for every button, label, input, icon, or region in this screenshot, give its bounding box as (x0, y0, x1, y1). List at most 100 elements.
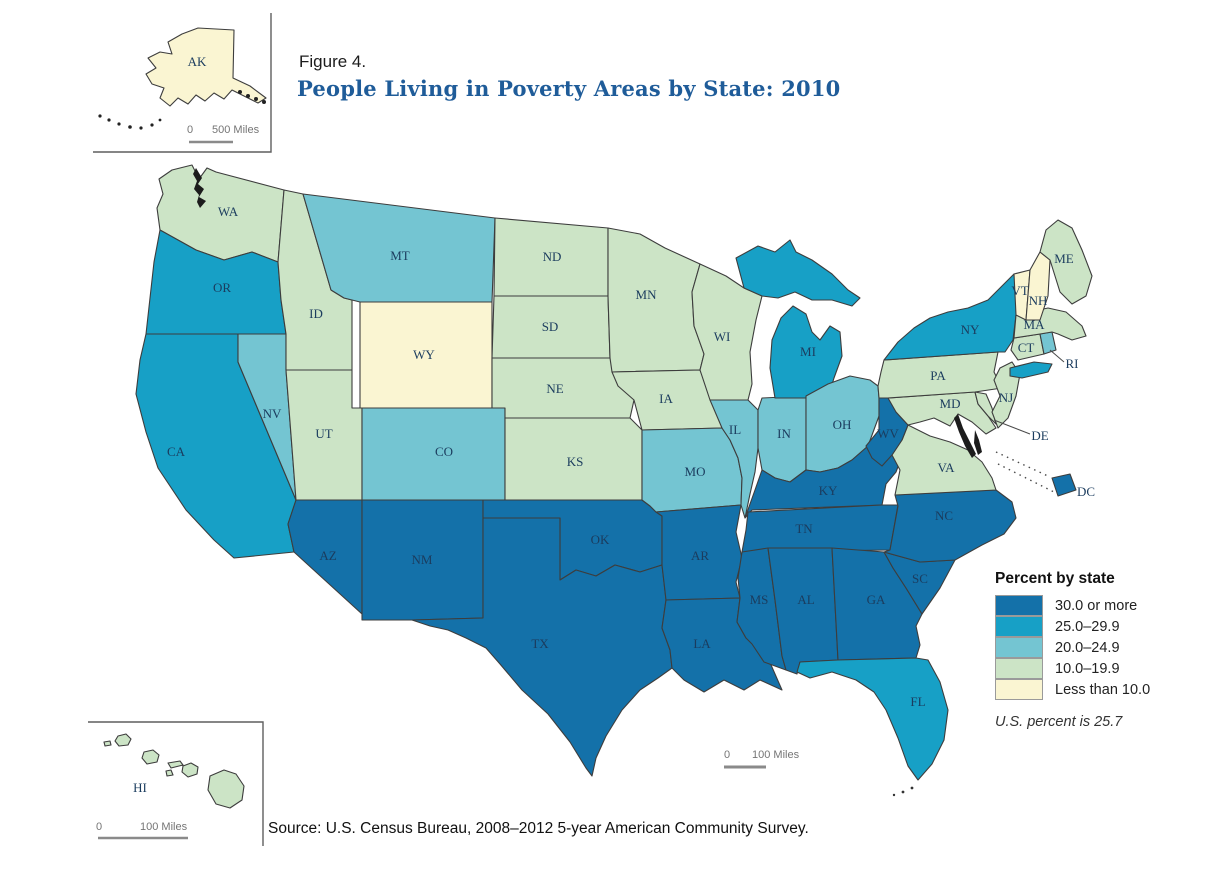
hawaii-scale-zero: 0 (96, 821, 102, 833)
state-label-ak: AK (188, 54, 207, 69)
state-label-fl: FL (910, 694, 925, 709)
state-label-nm: NM (412, 552, 433, 567)
legend-rows: 30.0 or more 25.0–29.9 20.0–24.9 10.0–19… (995, 594, 1205, 700)
state-label-wy: WY (413, 347, 435, 362)
state-tn (741, 504, 899, 553)
dc-callout-dotted-upper (995, 451, 1051, 478)
state-label-vt: VT (1011, 283, 1028, 298)
main-scale-bar: 0 100 Miles (724, 749, 800, 769)
state-label-in: IN (777, 426, 791, 441)
state-label-mo: MO (685, 464, 706, 479)
callout-label-de: DE (1031, 428, 1048, 443)
alaska-inset-border (93, 13, 272, 153)
state-label-or: OR (213, 280, 231, 295)
state-label-nc: NC (935, 508, 953, 523)
state-label-mi: MI (800, 344, 816, 359)
state-label-ga: GA (867, 592, 886, 607)
hawaii-scale-bar: 0 100 Miles (96, 821, 188, 840)
state-ak (145, 27, 267, 107)
chesapeake-bay-detail (954, 414, 976, 458)
state-az (287, 499, 363, 615)
dc-callout-dotted-lower (997, 463, 1055, 493)
state-label-nv: NV (263, 406, 282, 421)
legend-label: 30.0 or more (1055, 597, 1138, 614)
hawaii-scale-distance: 100 Miles (140, 821, 188, 833)
legend-row: 30.0 or more (995, 594, 1205, 616)
state-label-sd: SD (542, 319, 559, 334)
legend-us-percent-note: U.S. percent is 25.7 (995, 714, 1123, 730)
state-me (1039, 219, 1093, 305)
state-label-nj: NJ (999, 390, 1013, 405)
callout-label-dc: DC (1077, 484, 1095, 499)
state-label-pa: PA (930, 368, 946, 383)
state-pa (877, 351, 1003, 399)
state-label-mn: MN (636, 287, 658, 302)
state-label-me: ME (1054, 251, 1074, 266)
state-ny (883, 273, 1053, 379)
state-label-ca: CA (167, 444, 186, 459)
legend-swatch-10-19 (995, 657, 1043, 679)
state-label-ok: OK (591, 532, 610, 547)
state-label-tx: TX (531, 636, 549, 651)
state-label-sc: SC (912, 571, 928, 586)
state-ar (655, 504, 743, 601)
callout-label-ri: RI (1066, 356, 1079, 371)
alaska-scale-zero: 0 (187, 124, 193, 136)
state-label-id: ID (309, 306, 323, 321)
state-nc (883, 489, 1017, 563)
rhode-island-callout-line (1049, 349, 1065, 363)
state-label-ms: MS (750, 592, 769, 607)
state-label-wa: WA (218, 204, 239, 219)
state-labels-layer: WA OR CA NV ID MT WY UT CO AZ NM ND SD NE KS OK TX MN IA MO… (133, 54, 1095, 795)
alaska-scale-distance: 500 Miles (212, 124, 260, 136)
legend-label: 10.0–19.9 (1055, 660, 1120, 677)
state-tx (411, 517, 673, 777)
state-label-la: LA (693, 636, 711, 651)
state-label-ut: UT (315, 426, 332, 441)
main-scale-distance: 100 Miles (752, 749, 800, 761)
state-label-ct: CT (1018, 340, 1035, 355)
legend-swatch-20-24 (995, 636, 1043, 658)
legend-row: 10.0–19.9 (995, 657, 1205, 679)
legend-title: Percent by state (995, 570, 1115, 587)
state-ky (744, 429, 903, 519)
state-label-nh: NH (1029, 293, 1048, 308)
state-label-ks: KS (567, 454, 584, 469)
aleutian-islands (98, 90, 266, 130)
legend-row: 25.0–29.9 (995, 615, 1205, 637)
hawaii-inset-border (88, 721, 264, 846)
delaware-callout-line (993, 419, 1031, 435)
state-label-il: IL (729, 422, 741, 437)
alaska-scale-bar: 0 500 Miles (187, 124, 260, 144)
legend-swatch-30-or-more (995, 594, 1043, 616)
legend-label: Less than 10.0 (1055, 681, 1151, 698)
legend-row: Less than 10.0 (995, 678, 1205, 700)
state-dc (1051, 473, 1077, 497)
state-label-md: MD (940, 396, 961, 411)
state-label-ne: NE (546, 381, 563, 396)
state-label-hi: HI (133, 780, 147, 795)
state-label-ny: NY (961, 322, 980, 337)
state-label-oh: OH (833, 417, 852, 432)
state-label-ky: KY (819, 483, 838, 498)
state-co (361, 407, 506, 501)
figure-number: Figure 4. (299, 52, 367, 71)
main-scale-zero: 0 (724, 749, 730, 761)
puget-sound-detail (193, 168, 206, 208)
legend-label: 25.0–29.9 (1055, 618, 1120, 635)
state-label-ma: MA (1024, 317, 1046, 332)
states-layer (103, 27, 1093, 809)
state-label-ia: IA (659, 391, 673, 406)
source-citation: Source: U.S. Census Bureau, 2008–2012 5-… (268, 820, 809, 837)
state-hi (103, 733, 245, 809)
legend-swatch-less-10 (995, 678, 1043, 700)
florida-keys (892, 786, 914, 797)
state-label-mt: MT (390, 248, 410, 263)
state-label-ar: AR (691, 548, 709, 563)
legend-swatch-25-29 (995, 615, 1043, 637)
state-fl (796, 657, 949, 781)
map-legend: Percent by state 30.0 or more 25.0–29.9 … (995, 570, 1205, 730)
state-label-va: VA (937, 460, 955, 475)
